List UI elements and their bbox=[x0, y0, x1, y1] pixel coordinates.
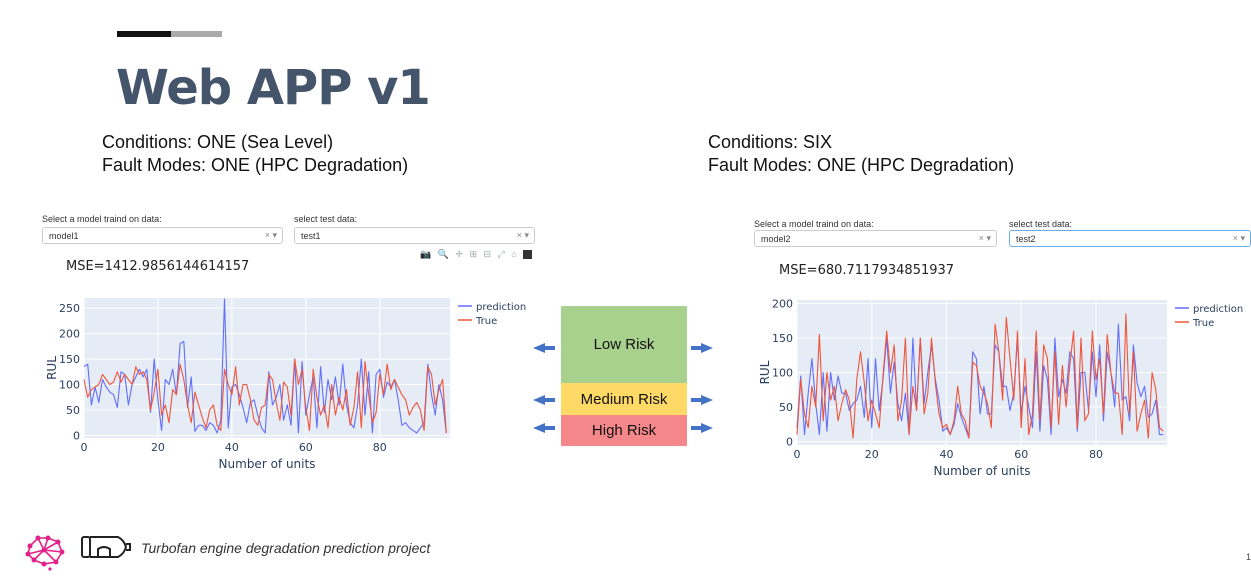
right-conditions-block: Conditions: SIX Fault Modes: ONE (HPC De… bbox=[708, 131, 1014, 177]
right-y-tick-label: 200 bbox=[772, 297, 793, 310]
left-x-tick-label: 60 bbox=[299, 441, 313, 454]
right-y-tick-label: 150 bbox=[772, 332, 793, 345]
arrow-right-icon bbox=[691, 423, 713, 433]
left-model-label: Select a model traind on data: bbox=[42, 214, 162, 224]
left-test-value: test1 bbox=[301, 231, 321, 241]
page-number: 1 bbox=[1246, 552, 1251, 562]
right-x-tick-label: 20 bbox=[865, 448, 879, 461]
title-accent-bar-gray bbox=[171, 31, 222, 37]
left-y-tick-label: 150 bbox=[59, 353, 80, 366]
modebar-icons[interactable]: 📷 🔍 ✛ ⊞ ⊟ ⤢ ⌂ bbox=[420, 249, 519, 259]
clear-chevron-icon[interactable]: × ▾ bbox=[1232, 233, 1245, 243]
left-x-tick-label: 80 bbox=[373, 441, 387, 454]
left-plot-area[interactable] bbox=[84, 298, 450, 438]
clear-chevron-icon[interactable]: × ▾ bbox=[516, 230, 529, 240]
risk-medium-label: Medium Risk bbox=[580, 390, 668, 408]
left-legend-label[interactable]: True bbox=[475, 316, 497, 327]
right-test-label: select test data: bbox=[1009, 219, 1073, 229]
left-mse-text: MSE=1412.9856144614157 bbox=[66, 259, 250, 274]
clear-chevron-icon[interactable]: × ▾ bbox=[978, 233, 991, 243]
arrow-left-icon bbox=[533, 423, 555, 433]
footer-project-text: Turbofan engine degradation prediction p… bbox=[141, 540, 431, 556]
left-x-tick-label: 20 bbox=[151, 441, 165, 454]
right-legend-label[interactable]: True bbox=[1192, 318, 1214, 329]
left-y-tick-label: 0 bbox=[73, 429, 80, 442]
left-legend-label[interactable]: prediction bbox=[476, 302, 526, 313]
left-model-dropdown[interactable]: model1 × ▾ bbox=[42, 227, 283, 244]
left-x-tick-label: 40 bbox=[225, 441, 239, 454]
risk-low-box: Low Risk bbox=[561, 306, 687, 383]
right-x-tick-label: 60 bbox=[1014, 448, 1028, 461]
right-series-true-line[interactable] bbox=[796, 313, 1164, 439]
risk-low-label: Low Risk bbox=[593, 336, 655, 353]
right-y-tick-label: 50 bbox=[779, 401, 793, 414]
right-rul-chart[interactable]: 0 50 100 150 200 0 20 40 60 80 Number of units RUL p… bbox=[745, 292, 1251, 482]
right-model-label: Select a model traind on data: bbox=[754, 219, 874, 229]
arrow-right-icon bbox=[691, 395, 713, 405]
plot-modebar[interactable]: 📷 🔍 ✛ ⊞ ⊟ ⤢ ⌂ bbox=[420, 249, 533, 260]
slide-title: Web APP v1 bbox=[116, 60, 431, 116]
left-y-tick-label: 200 bbox=[59, 328, 80, 341]
plotly-logo-icon[interactable] bbox=[523, 250, 533, 260]
turbofan-engine-icon bbox=[81, 536, 131, 558]
right-model-value: model2 bbox=[761, 234, 791, 244]
right-x-tick-label: 40 bbox=[939, 448, 953, 461]
left-y-axis-label: RUL bbox=[45, 356, 59, 380]
arrow-left-icon bbox=[533, 395, 555, 405]
clear-chevron-icon[interactable]: × ▾ bbox=[264, 230, 277, 240]
risk-arrows bbox=[533, 343, 713, 433]
right-y-axis-label: RUL bbox=[758, 360, 772, 384]
left-x-tick-label: 0 bbox=[81, 441, 88, 454]
left-y-tick-label: 50 bbox=[66, 404, 80, 417]
right-x-tick-label: 0 bbox=[794, 448, 801, 461]
right-y-tick-label: 100 bbox=[772, 367, 793, 380]
risk-medium-box: Medium Risk bbox=[561, 383, 687, 415]
left-y-tick-label: 250 bbox=[59, 302, 80, 315]
arrow-left-icon bbox=[533, 343, 555, 353]
left-fault-modes-text: Fault Modes: ONE (HPC Degradation) bbox=[102, 155, 409, 175]
left-conditions-text: Conditions: ONE (Sea Level) bbox=[102, 132, 334, 152]
risk-high-box: High Risk bbox=[561, 415, 687, 446]
left-y-tick-label: 100 bbox=[59, 379, 80, 392]
right-model-dropdown[interactable]: model2 × ▾ bbox=[754, 230, 997, 247]
left-series-true-line[interactable] bbox=[83, 358, 447, 433]
brain-network-icon bbox=[25, 535, 65, 571]
right-test-value: test2 bbox=[1016, 234, 1036, 244]
right-legend-label[interactable]: prediction bbox=[1193, 304, 1243, 315]
left-test-label: select test data: bbox=[294, 214, 358, 224]
arrow-right-icon bbox=[691, 343, 713, 353]
risk-high-label: High Risk bbox=[591, 422, 657, 439]
right-x-axis-label: Number of units bbox=[934, 464, 1031, 478]
right-conditions-text: Conditions: SIX bbox=[708, 132, 833, 152]
right-x-tick-label: 80 bbox=[1089, 448, 1103, 461]
left-test-dropdown[interactable]: test1 × ▾ bbox=[294, 227, 535, 244]
left-x-axis-label: Number of units bbox=[219, 457, 316, 471]
title-accent-bar-dark bbox=[117, 31, 171, 37]
right-mse-text: MSE=680.7117934851937 bbox=[779, 263, 955, 278]
left-rul-chart[interactable]: 0 50 100 150 200 250 0 20 40 60 80 Number of units R… bbox=[30, 292, 530, 477]
left-model-value: model1 bbox=[49, 231, 79, 241]
right-test-dropdown[interactable]: test2 × ▾ bbox=[1009, 230, 1251, 247]
right-fault-modes-text: Fault Modes: ONE (HPC Degradation) bbox=[708, 155, 1015, 175]
left-conditions-block: Conditions: ONE (Sea Level) Fault Modes:… bbox=[102, 131, 408, 177]
right-y-tick-label: 0 bbox=[786, 436, 793, 449]
